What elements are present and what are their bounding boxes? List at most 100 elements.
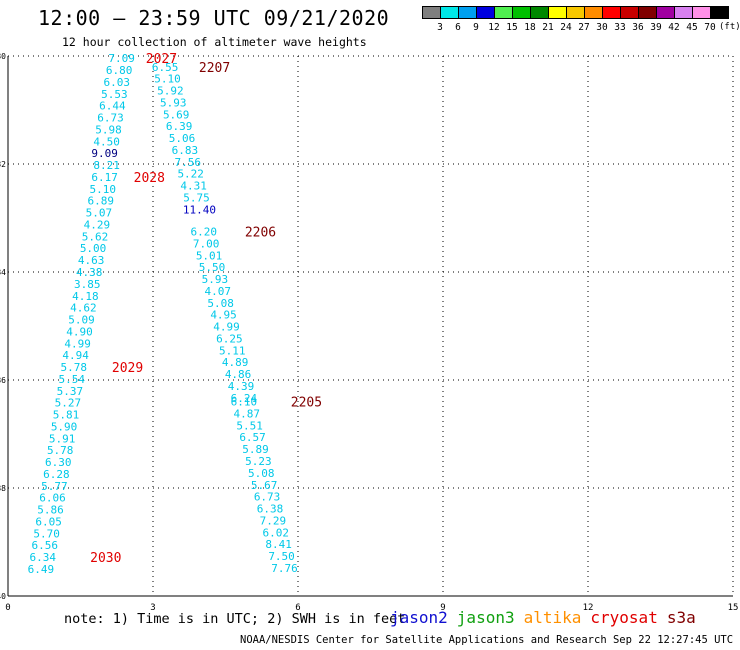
wave-height-value: 4.99	[64, 337, 91, 350]
wave-height-value: 4.31	[180, 180, 207, 193]
footer-note: note: 1) Time is in UTC; 2) SWH is in fe…	[64, 611, 406, 627]
wave-height-value: 4.63	[78, 254, 105, 267]
legend-tick-label: 36	[632, 22, 644, 33]
wave-height-value: 6.44	[99, 100, 126, 113]
wave-height-value: 5.67	[251, 479, 278, 492]
wave-height-value: 7.56	[175, 156, 202, 169]
wave-height-value: 4.18	[72, 290, 99, 303]
y-tick-label: -34	[0, 268, 6, 277]
legend-tick-label: 27	[578, 22, 590, 33]
x-tick-label: 0	[5, 603, 10, 613]
wave-height-value: 6.73	[254, 491, 281, 504]
wave-height-value: 11.40	[183, 203, 216, 216]
wave-height-value: 6.83	[172, 144, 199, 157]
wave-height-value: 5.50	[199, 261, 226, 274]
pass-time-label: 2027	[146, 52, 177, 67]
wave-height-value: 5.81	[53, 409, 80, 422]
wave-height-value: 5.10	[154, 73, 181, 86]
legend-tick-label: 33	[614, 22, 626, 33]
wave-height-value: 5.75	[183, 191, 210, 204]
wave-height-value: 5.89	[242, 443, 269, 456]
wave-height-value: 5.23	[245, 455, 272, 468]
wave-height-value: 4.87	[234, 407, 261, 420]
pass-time-label: 2028	[134, 171, 165, 186]
x-tick-label: 6	[295, 603, 300, 613]
wave-height-value: 5.54	[59, 373, 86, 386]
wave-height-value: 5.51	[236, 419, 263, 432]
wave-height-value: 6.80	[106, 64, 133, 77]
wave-height-value: 6.02	[263, 526, 290, 539]
y-tick-label: -30	[0, 52, 6, 61]
wave-height-value: 6.24	[231, 392, 258, 405]
legend-tick-label: 21	[542, 22, 554, 33]
wave-height-value: 4.99	[213, 321, 240, 334]
wave-height-value: 5.90	[51, 420, 78, 433]
satellite-name-cryosat: cryosat	[590, 608, 658, 627]
wave-height-value: 4.07	[205, 285, 232, 298]
wave-height-value: 5.98	[95, 123, 122, 136]
wave-height-value: 5.11	[219, 344, 246, 357]
wave-height-value: 3.85	[74, 278, 101, 291]
pass-time-label: 2205	[291, 396, 322, 411]
wave-height-value: 6.03	[104, 76, 131, 89]
y-tick-label: -38	[0, 484, 6, 493]
wave-height-value: 9.09	[91, 147, 118, 160]
y-tick-label: -36	[0, 376, 6, 385]
x-tick-label: 15	[728, 603, 739, 613]
wave-height-value: 7.29	[260, 514, 287, 527]
wave-height-value: 4.89	[222, 356, 249, 369]
wave-height-value: 6.55	[152, 61, 179, 74]
legend-tick-label: 15	[506, 22, 518, 33]
legend-tick-label: 18	[524, 22, 536, 33]
wave-height-value: 6.05	[35, 515, 62, 528]
wave-height-value: 5.00	[80, 242, 107, 255]
color-legend: 3 6 9 12 15 18 21 24 27 30 33 36 39 42 45 70 (ft)	[422, 6, 740, 36]
footer-credit: NOAA/NESDIS Center for Satellite Applica…	[240, 634, 740, 646]
chart-title: 12:00 – 23:59 UTC 09/21/2020	[38, 6, 390, 30]
legend-tick-label: 39	[650, 22, 662, 33]
wave-height-value: 8.21	[93, 159, 120, 172]
legend-tick-label: 9	[473, 22, 479, 33]
wave-height-value: 6.39	[166, 120, 193, 133]
wave-height-value: 5.27	[55, 397, 82, 410]
legend-tick-label: 70	[704, 22, 716, 33]
wave-height-value: 4.50	[93, 135, 120, 148]
wave-height-value: 6.34	[30, 551, 57, 564]
wave-height-value: 6.28	[43, 468, 70, 481]
wave-height-value: 5.93	[202, 273, 229, 286]
wave-height-value: 6.49	[28, 563, 55, 576]
wave-height-value: 5.93	[160, 96, 187, 109]
x-tick-label: 9	[440, 603, 445, 613]
wave-height-value: 7.00	[193, 237, 220, 250]
wave-height-value: 6.10	[231, 396, 258, 409]
legend-tick-label: 30	[596, 22, 608, 33]
legend-tick-label: 24	[560, 22, 572, 33]
wave-height-value: 4.29	[84, 218, 111, 231]
satellite-legend: jason2 jason3 altika cryosat s3a	[390, 608, 705, 627]
legend-swatch	[710, 6, 729, 19]
satellite-name-altika: altika	[523, 608, 582, 627]
wave-height-value: 4.90	[66, 325, 93, 338]
x-tick-label: 3	[150, 603, 155, 613]
wave-height-value: 5.06	[169, 132, 196, 145]
legend-tick-label: 42	[668, 22, 680, 33]
wave-height-value: 5.07	[86, 207, 113, 220]
wave-height-value: 7.50	[268, 550, 295, 563]
wave-height-value: 5.62	[82, 230, 109, 243]
wave-height-value: 5.78	[60, 361, 87, 374]
x-tick-label: 12	[583, 603, 594, 613]
satellite-name-s3a: s3a	[666, 608, 696, 627]
wave-height-value: 5.37	[57, 385, 84, 398]
chart-subtitle: 12 hour collection of altimeter wave hei…	[62, 35, 367, 49]
legend-unit: (ft)	[719, 22, 740, 32]
wave-height-value: 5.10	[89, 183, 116, 196]
pass-time-label: 2029	[112, 361, 143, 376]
wave-height-value: 5.69	[163, 108, 190, 121]
wave-height-value: 5.77	[41, 480, 68, 493]
wave-height-value: 6.25	[216, 332, 243, 345]
wave-height-value: 6.06	[39, 492, 66, 505]
wave-height-value: 5.08	[248, 467, 275, 480]
pass-time-label: 2206	[245, 226, 276, 241]
wave-height-value: 5.86	[37, 504, 64, 517]
